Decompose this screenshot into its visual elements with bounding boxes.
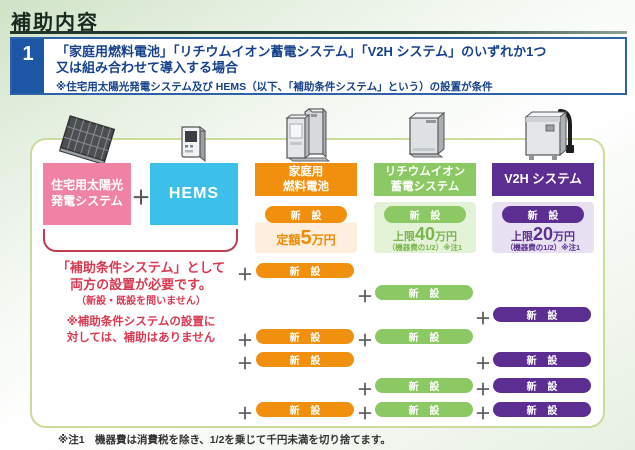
- plus-icon: ＋: [357, 406, 374, 423]
- title-underline: [10, 31, 627, 34]
- no-subsidy-note-line1: ※補助条件システムの設置に: [66, 316, 216, 328]
- page-title: 補助内容: [11, 12, 99, 34]
- plus-icon: ＋: [357, 289, 374, 306]
- plus-icon: ＋: [475, 356, 492, 373]
- fuelcell-new-install-pill: 新 設: [256, 329, 354, 344]
- condition-line-2: 又は組み合わせて導入する場合: [56, 60, 239, 76]
- v2h-new-install-pill: 新 設: [493, 352, 591, 367]
- battery-price-prefix: 上限: [392, 231, 415, 243]
- fuel-cell-header: 家庭用 燃料電池: [255, 163, 357, 196]
- hems-monitor-icon: [180, 125, 207, 163]
- plus-icon: ＋: [357, 382, 374, 399]
- condition-line-1: 「家庭用燃料電池」「リチウムイオン蓄電システム」「V2H システム」のいずれか1…: [56, 44, 547, 59]
- plus-icon: ＋: [475, 311, 492, 328]
- hems-label: HEMS: [168, 184, 220, 202]
- plus-icon: ＋: [237, 267, 254, 284]
- v2h-price-value: 20: [532, 224, 554, 244]
- fuel-cell-price: 定額5万円: [255, 228, 357, 248]
- battery-price-note: （機器費の1/2）※注1: [387, 243, 463, 252]
- battery-price: 上限40万円: [374, 225, 476, 244]
- fuel-cell-price-value: 5: [300, 227, 312, 249]
- fuel-cell-new-badge: 新 設: [265, 206, 347, 223]
- condition-header-box: 1 「家庭用燃料電池」「リチウムイオン蓄電システム」「V2H システム」のいずれ…: [10, 37, 627, 95]
- v2h-new-install-pill: 新 設: [493, 378, 591, 393]
- condition-note-line2: 両方の設置が必要です。: [70, 277, 212, 292]
- fuelcell-new-install-pill: 新 設: [256, 402, 354, 417]
- plus-icon: ＋: [475, 382, 492, 399]
- plus-icon: ＋: [237, 333, 254, 350]
- hems-box: HEMS: [150, 163, 238, 225]
- battery-price-value: 40: [414, 224, 436, 244]
- battery-new-badge: 新 設: [384, 206, 466, 223]
- condition-note-line3: （新設・既設を問いません）: [76, 296, 206, 307]
- no-subsidy-note-line2: 対しては、補助はありません: [66, 332, 216, 344]
- section-number-badge: 1: [12, 39, 44, 93]
- v2h-new-install-pill: 新 設: [493, 402, 591, 417]
- battery-label-line1: リチウムイオン: [384, 166, 466, 179]
- v2h-new-install-pill: 新 設: [493, 307, 591, 322]
- fuelcell-new-install-pill: 新 設: [256, 263, 354, 278]
- plus-sign-top: ＋: [131, 188, 151, 209]
- battery-new-install-pill: 新 設: [375, 329, 473, 344]
- plus-icon: ＋: [237, 356, 254, 373]
- solar-system-box: 住宅用太陽光 発電システム: [43, 163, 131, 225]
- fuel-cell-label-line1: 家庭用: [288, 166, 324, 179]
- v2h-price-panel: 新 設 上限20万円 （機器費の1/2）※注1: [492, 202, 594, 253]
- battery-new-install-pill: 新 設: [375, 402, 473, 417]
- plus-icon: ＋: [357, 333, 374, 350]
- condition-note: ※住宅用太陽光発電システム及び HEMS（以下、「補助条件システム」という）の設…: [56, 80, 493, 93]
- fuel-cell-price-unit: 万円: [311, 233, 336, 247]
- v2h-price: 上限20万円: [492, 225, 594, 244]
- solar-panel-icon: [58, 115, 116, 166]
- v2h-new-badge: 新 設: [502, 206, 584, 223]
- footnote: ※注1 機器費は消費税を除き、1/2を乗じて千円未満を切り捨てます。: [58, 434, 391, 446]
- fuel-cell-price-panel: 新 設 定額5万円: [255, 202, 357, 253]
- fuel-cell-price-prefix: 定額: [276, 233, 301, 247]
- both-required-bracket: [43, 229, 238, 252]
- battery-price-panel: 新 設 上限40万円 （機器費の1/2）※注1: [374, 202, 476, 253]
- battery-price-unit: 万円: [435, 231, 458, 243]
- v2h-unit-icon: [524, 109, 574, 160]
- v2h-label: V2H システム: [504, 171, 582, 186]
- condition-note-line1: 「補助条件システム」として: [56, 260, 226, 275]
- solar-label-line1: 住宅用太陽光: [50, 178, 123, 193]
- storage-battery-icon: [408, 111, 446, 158]
- battery-label-line2: 蓄電システム: [390, 180, 460, 193]
- fuel-cell-label-line2: 燃料電池: [283, 180, 329, 193]
- fuelcell-new-install-pill: 新 設: [256, 352, 354, 367]
- battery-new-install-pill: 新 設: [375, 285, 473, 300]
- solar-label-line2: 発電システム: [51, 194, 123, 208]
- v2h-price-prefix: 上限: [510, 231, 533, 243]
- v2h-header: V2H システム: [492, 163, 594, 196]
- v2h-price-note: （機器費の1/2）※注1: [505, 243, 581, 252]
- v2h-price-unit: 万円: [553, 231, 576, 243]
- fuel-cell-unit-icon: [285, 107, 331, 162]
- battery-header: リチウムイオン 蓄電システム: [374, 163, 476, 196]
- plus-icon: ＋: [475, 406, 492, 423]
- battery-new-install-pill: 新 設: [375, 378, 473, 393]
- condition-header-text: 「家庭用燃料電池」「リチウムイオン蓄電システム」「V2H システム」のいずれか1…: [44, 39, 625, 93]
- plus-icon: ＋: [237, 406, 254, 423]
